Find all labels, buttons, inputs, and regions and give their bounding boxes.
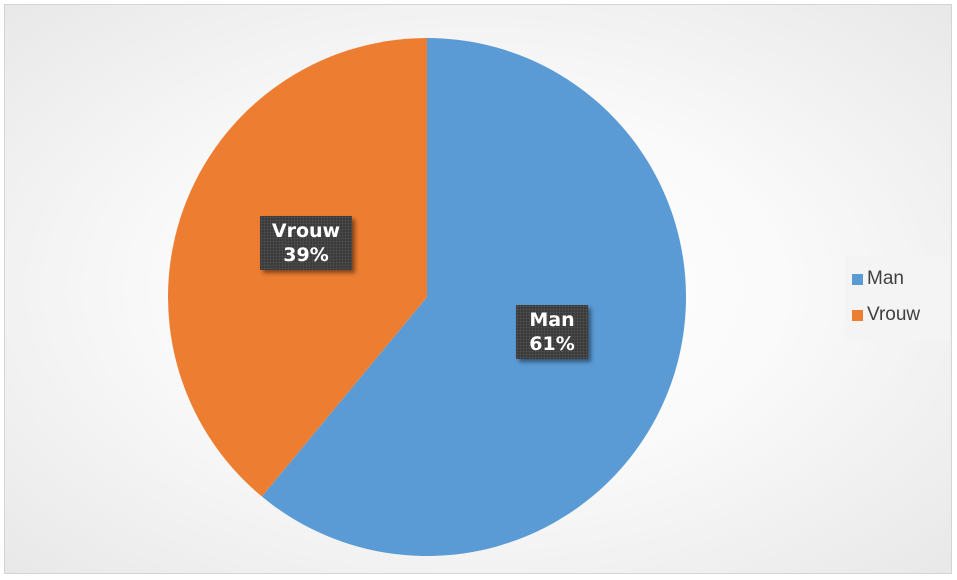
pie-slice-man xyxy=(261,38,687,556)
data-label-man-category: Man xyxy=(529,309,575,331)
data-label-vrouw-category: Vrouw xyxy=(271,220,341,242)
chart-area: Vrouw 39% Man 61% Man Vrouw xyxy=(4,4,952,574)
legend-swatch-man xyxy=(852,273,863,285)
legend-item-man: Man xyxy=(845,261,949,297)
legend-swatch-vrouw xyxy=(852,309,863,321)
data-label-vrouw: Vrouw 39% xyxy=(260,216,352,270)
legend-label-man: Man xyxy=(867,268,904,289)
data-label-vrouw-percent: 39% xyxy=(283,244,329,266)
legend-label-vrouw: Vrouw xyxy=(867,304,921,325)
data-label-man-percent: 61% xyxy=(529,333,575,355)
data-label-man: Man 61% xyxy=(516,305,588,359)
pie-chart xyxy=(168,38,687,556)
legend: Man Vrouw xyxy=(845,257,949,341)
legend-item-vrouw: Vrouw xyxy=(845,297,949,333)
